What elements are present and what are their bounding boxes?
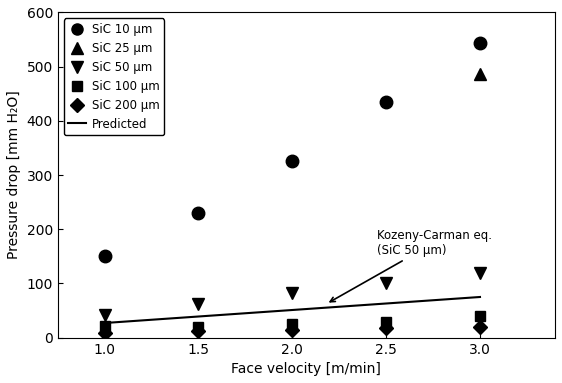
Text: Kozeny-Carman eq.
(SiC 50 μm): Kozeny-Carman eq. (SiC 50 μm) [330,229,492,302]
Predicted [101,321,108,325]
Legend: SiC 10 μm, SiC 25 μm, SiC 50 μm, SiC 100 μm, SiC 200 μm, Predicted: SiC 10 μm, SiC 25 μm, SiC 50 μm, SiC 100… [64,18,165,135]
X-axis label: Face velocity [m/min]: Face velocity [m/min] [232,362,382,376]
Y-axis label: Pressure drop [mm H₂O]: Pressure drop [mm H₂O] [7,91,21,259]
Predicted [477,295,483,299]
Line: Predicted: Predicted [105,297,480,323]
